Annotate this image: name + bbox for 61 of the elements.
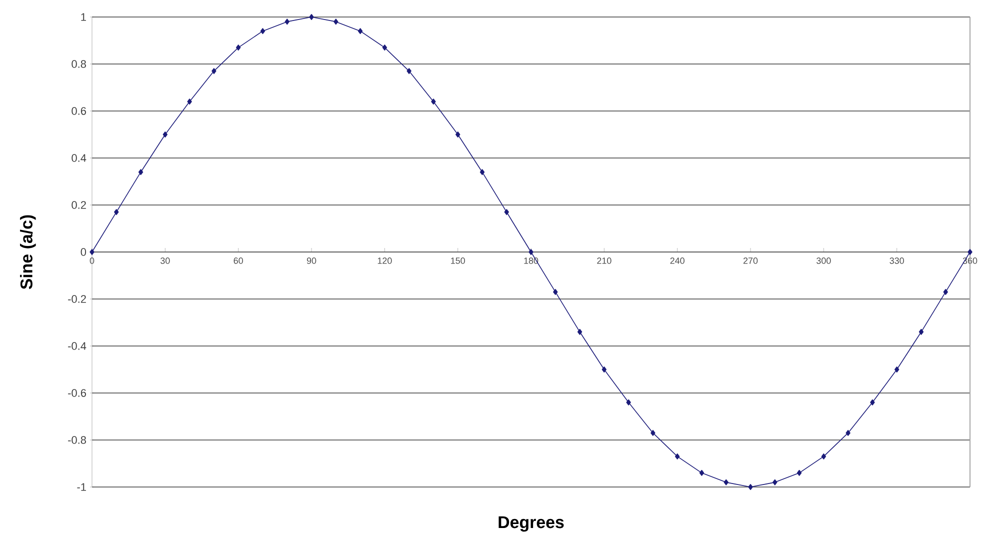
point (309, 14, 314, 20)
point (724, 479, 728, 486)
y-tick-label: -1 (77, 483, 86, 491)
x-tick-label: 330 (890, 258, 904, 264)
y-tick-label: -0.8 (68, 436, 86, 444)
x-tick-label: 240 (670, 258, 684, 264)
y-axis-title: Sine (a/c) (20, 215, 36, 290)
point (406, 68, 412, 74)
point (334, 18, 338, 25)
point (918, 328, 924, 335)
point (480, 169, 485, 176)
point (650, 430, 656, 436)
point (236, 44, 241, 51)
point (748, 484, 753, 490)
point (455, 131, 460, 138)
point (382, 44, 388, 51)
point (358, 28, 363, 34)
x-tick-label: 300 (816, 258, 831, 264)
point (114, 209, 119, 216)
y-tick-label: 1 (81, 13, 86, 21)
point (796, 470, 802, 476)
y-tick-label: -0.6 (68, 389, 86, 397)
x-tick-label: 90 (306, 258, 316, 264)
y-tick-label: 0.4 (72, 154, 86, 162)
y-tick-label: 0.6 (72, 107, 86, 115)
x-tick-label: 0 (90, 258, 94, 264)
x-tick-label: 210 (597, 258, 612, 264)
point (943, 288, 948, 295)
y-tick-label: -0.4 (68, 342, 86, 350)
point (968, 249, 972, 255)
point (602, 366, 607, 372)
y-tick-label: 0 (80, 248, 86, 256)
point (626, 399, 631, 406)
point (870, 399, 875, 406)
y-tick-label: -0.2 (68, 295, 86, 303)
point (504, 209, 509, 216)
point (821, 453, 826, 460)
point (699, 470, 704, 476)
point (212, 68, 216, 74)
point (772, 479, 778, 486)
x-tick-label: 60 (234, 258, 243, 264)
x-tick-label: 150 (451, 258, 465, 264)
point (138, 169, 144, 176)
point (674, 453, 680, 460)
point (577, 328, 582, 335)
x-tick-label: 270 (743, 258, 758, 264)
point (284, 18, 290, 25)
point (90, 249, 94, 255)
y-tick-label: 0.8 (72, 60, 86, 68)
point (553, 288, 558, 295)
point (894, 366, 900, 372)
point (260, 28, 266, 34)
x-axis-title: Degrees (498, 516, 564, 532)
point (528, 249, 534, 255)
point (162, 131, 168, 138)
point (431, 98, 436, 105)
x-tick-label: 120 (378, 258, 392, 264)
y-tick-label: 0.2 (72, 201, 86, 209)
point (187, 98, 192, 105)
x-tick-label: 30 (160, 258, 170, 264)
point (846, 430, 850, 436)
